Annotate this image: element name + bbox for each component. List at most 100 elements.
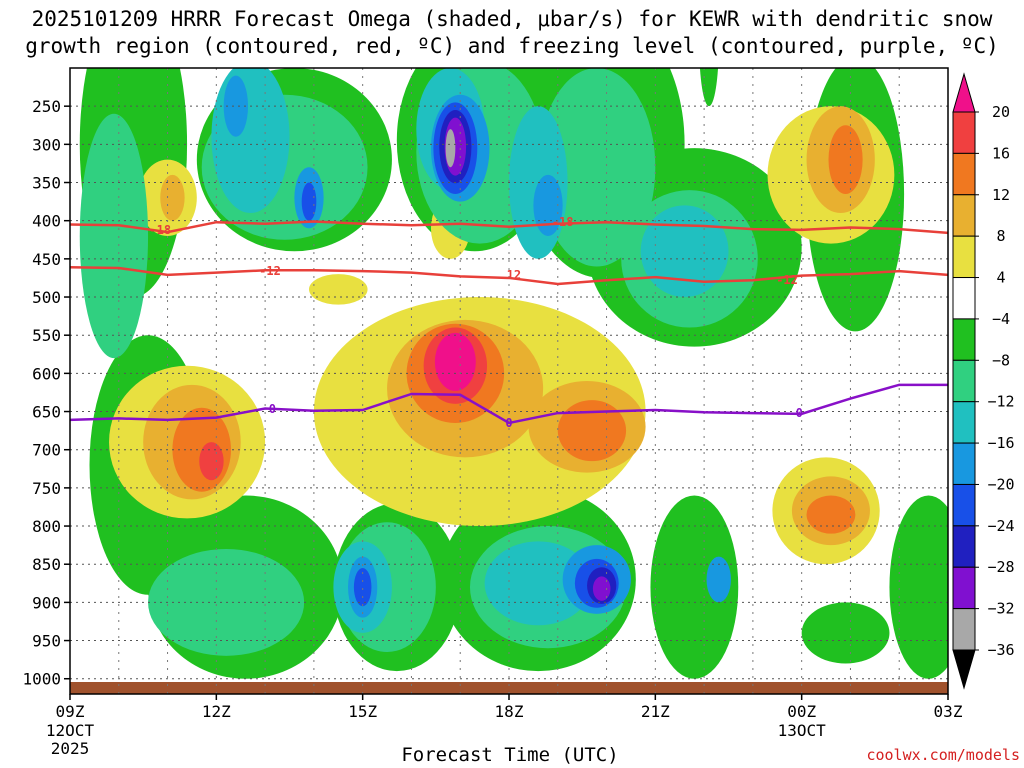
colorbar-label: 16 (992, 144, 1010, 162)
x-tick-label: 18Z (495, 702, 524, 721)
colorbar-label: 12 (992, 186, 1010, 204)
colorbar-swatch (952, 483, 976, 527)
x-tick-label: 00Z (787, 702, 816, 721)
y-tick-label: 550 (32, 326, 61, 345)
omega-region-4 (309, 274, 368, 305)
y-tick-label: 900 (32, 593, 61, 612)
y-axis: 250 300 350 400 450 500 550 600 650 700 750 800 850 9… (22, 97, 70, 689)
x-year-label: 2025 (51, 739, 90, 758)
omega-region-12 (828, 125, 863, 194)
title-line-2: growth region (contoured, red, ºC) and f… (25, 34, 999, 58)
colorbar-swatch (952, 111, 976, 154)
y-tick-label: 950 (32, 632, 61, 651)
temperature-contours: -18 -12 0 12 -18 0 -12 0 (70, 215, 948, 430)
omega-region-minus12 (484, 541, 592, 626)
x-date-label: 13OCT (778, 721, 827, 740)
contour-0 (70, 383, 948, 425)
colorbar-label: −32 (987, 600, 1014, 618)
omega-region-minus4 (889, 495, 948, 679)
contour-label: 0 (505, 416, 512, 430)
contour-label: -18 (552, 215, 574, 229)
omega-region-minus4 (650, 495, 739, 679)
y-tick-label: 300 (32, 135, 61, 154)
x-tick-label: 03Z (934, 702, 963, 721)
colorbar-bottom-arrow (952, 649, 976, 690)
omega-region-minus16 (223, 75, 249, 137)
title-line-1: 2025101209 HRRR Forecast Omega (shaded, … (31, 7, 993, 31)
colorbar-swatch (952, 194, 976, 237)
y-tick-label: 1000 (22, 670, 61, 689)
y-tick-label: 400 (32, 212, 61, 231)
contour-label: 12 (507, 268, 521, 282)
omega-region-minus8 (538, 68, 656, 267)
colorbar-swatch (952, 235, 976, 279)
contour-label: -12 (259, 264, 281, 278)
contour-label: 0 (796, 406, 803, 420)
surface-ground-bar (70, 682, 948, 694)
y-tick-label: 350 (32, 174, 61, 193)
source-credit: coolwx.com/models (866, 746, 1020, 764)
omega-region-minus12 (211, 68, 290, 214)
omega-region-minus32 (445, 129, 456, 168)
omega-region-minus20 (353, 568, 372, 607)
omega-region-minus28 (592, 576, 611, 601)
x-tick-label: 12Z (202, 702, 231, 721)
omega-region-20 (434, 332, 476, 391)
contour-label: -12 (776, 273, 798, 287)
omega-region-minus12 (640, 205, 729, 298)
colorbar-swatch (952, 318, 976, 361)
contour-label: 0 (269, 402, 276, 416)
x-tick-label: 21Z (641, 702, 670, 721)
x-tick-label: 09Z (56, 702, 85, 721)
omega-region-minus20 (301, 182, 317, 221)
colorbar-swatch (952, 525, 976, 568)
colorbar-label: 8 (996, 227, 1005, 245)
x-axis-title: Forecast Time (UTC) (401, 744, 619, 766)
x-date-label: 12OCT (46, 721, 95, 740)
y-tick-label: 750 (32, 479, 61, 498)
colorbar-label: −8 (992, 351, 1010, 369)
colorbar-swatch (952, 359, 976, 403)
omega-region-minus16 (706, 556, 731, 603)
contour-minus18 (70, 220, 948, 235)
colorbar-label: −16 (987, 434, 1014, 452)
colorbar-label: −12 (987, 393, 1014, 411)
omega-region-minus8 (79, 113, 149, 359)
y-tick-label: 250 (32, 97, 61, 116)
y-tick-label: 850 (32, 555, 61, 574)
omega-region-minus16 (533, 174, 563, 236)
colorbar-label: −28 (987, 558, 1014, 576)
colorbar-label: −4 (992, 310, 1010, 328)
colorbar-label: 4 (996, 269, 1005, 287)
omega-region-minus4 (801, 602, 890, 664)
colorbar: 20 16 12 8 4 −4 −8 −12 −16 −20 −24 −28 −32 −36 (952, 72, 1015, 690)
colorbar-swatch (952, 566, 976, 610)
y-tick-label: 650 (32, 403, 61, 422)
colorbar-swatch (952, 152, 976, 196)
colorbar-swatch (952, 277, 976, 320)
colorbar-swatch (952, 608, 976, 651)
omega-region-12 (806, 495, 856, 534)
y-tick-label: 800 (32, 517, 61, 536)
y-tick-label: 500 (32, 288, 61, 307)
colorbar-swatch (952, 401, 976, 444)
colorbar-label: 20 (992, 103, 1010, 121)
grid-lines (70, 68, 948, 694)
chart-title: 2025101209 HRRR Forecast Omega (shaded, … (0, 6, 1024, 60)
colorbar-label: −20 (987, 475, 1014, 493)
colorbar-swatch (952, 442, 976, 485)
contour-minus12 (70, 266, 948, 286)
contour-label: -18 (149, 223, 171, 237)
x-tick-label: 15Z (348, 702, 377, 721)
omega-region-16 (199, 442, 224, 481)
omega-region-12 (557, 400, 627, 462)
colorbar-label: −36 (987, 641, 1014, 659)
omega-region-8 (160, 174, 185, 221)
colorbar-label: −24 (987, 517, 1014, 535)
y-tick-label: 450 (32, 250, 61, 269)
colorbar-top-arrow (952, 72, 976, 113)
y-tick-label: 700 (32, 441, 61, 460)
y-tick-label: 600 (32, 364, 61, 383)
